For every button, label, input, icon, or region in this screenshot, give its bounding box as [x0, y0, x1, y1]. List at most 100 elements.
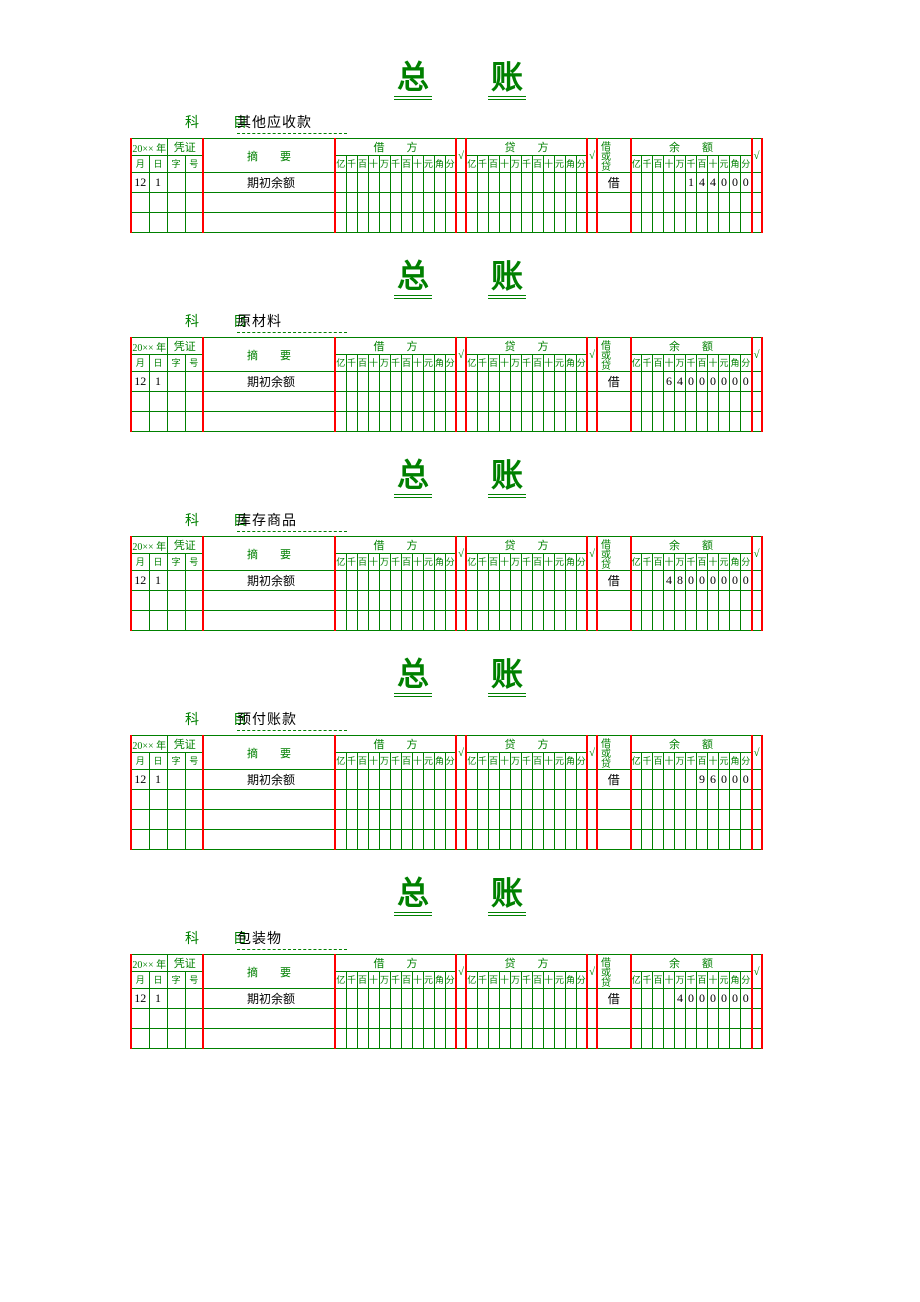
- table-row: [131, 790, 762, 810]
- table-row: 121期初余额借96000: [131, 770, 762, 790]
- digit-cell: [686, 611, 697, 631]
- summary-cell: [203, 611, 335, 631]
- digit-unit-header: 千: [346, 753, 357, 770]
- balance-header: 余 额: [631, 537, 752, 554]
- summary-header: 摘 要: [203, 338, 335, 372]
- digit-cell: [477, 372, 488, 392]
- digit-unit-header: 亿: [466, 753, 477, 770]
- digit-cell: [653, 213, 664, 233]
- year-header: 20×× 年: [131, 139, 167, 156]
- digit-cell: [357, 810, 368, 830]
- digit-unit-header: 百: [653, 355, 664, 372]
- digit-cell: [390, 193, 401, 213]
- digit-cell: [477, 810, 488, 830]
- title-char: 账: [488, 876, 526, 916]
- digit-cell: [346, 989, 357, 1009]
- digit-unit-header: 百: [532, 156, 543, 173]
- debit-header: 借 方: [335, 537, 456, 554]
- digit-cell: [357, 770, 368, 790]
- digit-cell: [521, 372, 532, 392]
- check-header: √: [587, 139, 597, 173]
- check-cell: [752, 770, 762, 790]
- digit-cell: [521, 810, 532, 830]
- digit-cell: [510, 810, 521, 830]
- digit-cell: [477, 989, 488, 1009]
- digit-cell: [642, 611, 653, 631]
- month-cell: 12: [131, 372, 149, 392]
- digit-cell: [642, 591, 653, 611]
- digit-cell: [390, 392, 401, 412]
- digit-cell: [423, 790, 434, 810]
- digit-cell: [532, 392, 543, 412]
- digit-cell: [488, 1029, 499, 1049]
- digit-cell: [368, 193, 379, 213]
- digit-cell: [642, 392, 653, 412]
- digit-cell: [730, 810, 741, 830]
- digit-cell: [653, 1009, 664, 1029]
- digit-cell: [532, 770, 543, 790]
- digit-unit-header: 十: [664, 972, 675, 989]
- digit-cell: [499, 193, 510, 213]
- digit-cell: [741, 412, 752, 432]
- digit-unit-header: 十: [708, 554, 719, 571]
- digit-cell: [499, 770, 510, 790]
- digit-cell: [346, 830, 357, 850]
- digit-cell: [390, 372, 401, 392]
- digit-cell: [434, 193, 445, 213]
- drcr-cell: [597, 591, 631, 611]
- digit-unit-header: 千: [642, 972, 653, 989]
- digit-unit-header: 千: [521, 972, 532, 989]
- day-cell: 1: [149, 173, 167, 193]
- digit-cell: [466, 810, 477, 830]
- digit-cell: [423, 412, 434, 432]
- check-cell: [587, 1009, 597, 1029]
- digit-cell: [631, 591, 642, 611]
- check-header: √: [587, 338, 597, 372]
- digit-cell: [379, 193, 390, 213]
- day-header: 日: [149, 156, 167, 173]
- ledger-table: 20×× 年凭证摘 要借 方√贷 方√借或贷余 额√月日字号亿千百十万千百十元角…: [130, 735, 763, 850]
- digit-cell: [576, 591, 587, 611]
- digit-cell: [466, 1029, 477, 1049]
- check-cell: [456, 372, 466, 392]
- subject-value: 其他应收款: [237, 112, 347, 134]
- digit-cell: [357, 830, 368, 850]
- check-cell: [587, 412, 597, 432]
- digit-cell: [434, 770, 445, 790]
- digit-cell: [346, 611, 357, 631]
- digit-unit-header: 千: [521, 156, 532, 173]
- digit-cell: [346, 173, 357, 193]
- digit-cell: [466, 989, 477, 1009]
- digit-cell: [477, 1009, 488, 1029]
- digit-cell: 4: [697, 173, 708, 193]
- digit-cell: [554, 392, 565, 412]
- digit-cell: [412, 213, 423, 233]
- digit-unit-header: 元: [554, 753, 565, 770]
- summary-cell: [203, 790, 335, 810]
- check-cell: [752, 173, 762, 193]
- check-cell: [587, 213, 597, 233]
- digit-unit-header: 千: [477, 156, 488, 173]
- digit-cell: [368, 591, 379, 611]
- digit-cell: [335, 571, 346, 591]
- digit-cell: [401, 193, 412, 213]
- zi-cell: [167, 989, 185, 1009]
- voucher-header: 凭证: [167, 736, 203, 753]
- day-header: 日: [149, 753, 167, 770]
- digit-cell: [434, 213, 445, 233]
- digit-unit-header: 角: [434, 156, 445, 173]
- digit-cell: [741, 830, 752, 850]
- month-header: 月: [131, 972, 149, 989]
- digit-cell: [445, 412, 456, 432]
- digit-cell: [631, 611, 642, 631]
- digit-cell: 0: [686, 989, 697, 1009]
- digit-cell: [675, 830, 686, 850]
- digit-cell: [466, 591, 477, 611]
- digit-cell: [543, 372, 554, 392]
- digit-cell: [532, 571, 543, 591]
- digit-cell: [368, 213, 379, 233]
- digit-cell: [368, 571, 379, 591]
- digit-cell: [521, 830, 532, 850]
- check-cell: [752, 989, 762, 1009]
- year-header: 20×× 年: [131, 338, 167, 355]
